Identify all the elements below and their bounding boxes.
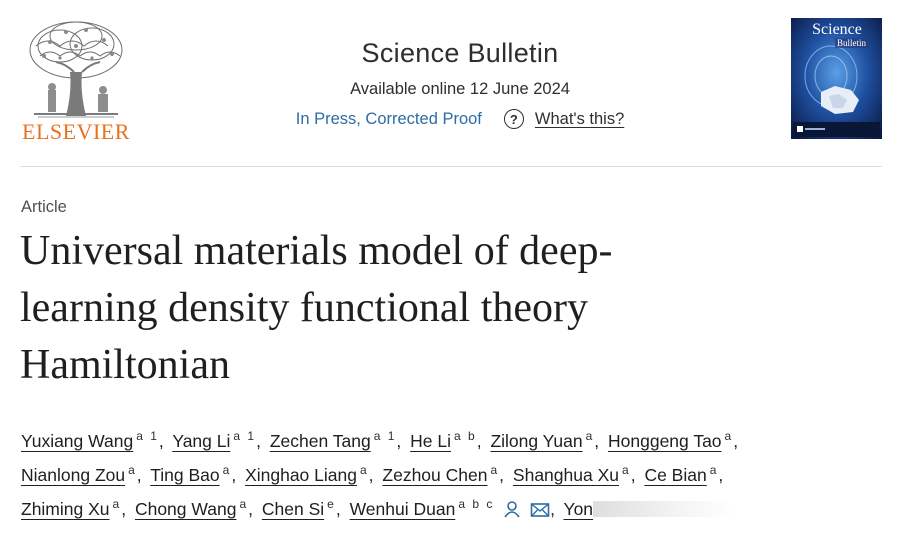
question-circle-icon[interactable]: ? [503,109,524,129]
author-affiliation[interactable]: a [724,429,734,443]
author-link[interactable]: Wenhui Duan [349,499,456,519]
author-line: Zhiming Xu a, Chong Wang a, Chen Si e, Wenh… [21,492,891,526]
author-affiliation[interactable]: a [490,463,500,477]
faded-overflow [593,501,734,517]
publisher-name[interactable]: ELSEVIER [22,119,130,144]
author-list: Yuxiang Wang a 1, Yang Li a 1, Zechen Tang… [21,424,891,526]
author-link[interactable]: Chong Wang [134,499,237,519]
cover-subtitle: Bulletin [835,38,868,48]
author-link[interactable]: Yuxiang Wang [21,431,134,451]
person-icon[interactable] [503,500,521,524]
journal-info: Science Bulletin Available online 12 Jun… [260,38,660,129]
author-affiliation[interactable]: a [128,463,137,477]
author-line: Yuxiang Wang a 1, Yang Li a 1, Zechen Tang… [21,429,739,451]
author-link[interactable]: Ce Bian [644,465,707,485]
article-type-label: Article [21,198,67,216]
author-affiliation[interactable]: a b c [458,497,495,511]
whats-this-link[interactable]: What's this? [534,109,625,128]
author-link[interactable]: Honggeng Tao [608,431,722,451]
mail-icon[interactable] [530,500,550,524]
header-divider [20,166,882,167]
author-link[interactable]: Shanghua Xu [512,465,619,485]
author-link[interactable]: Yon [563,499,594,519]
author-link[interactable]: Zilong Yuan [490,431,583,451]
author-affiliation[interactable]: a 1 [373,429,397,443]
title-line: learning density functional theory [20,285,589,331]
author-link[interactable]: Nianlong Zou [21,465,126,485]
author-affiliation[interactable]: a 1 [233,429,257,443]
author-link[interactable]: He Li [410,431,451,451]
author-affiliation[interactable]: a [709,463,719,477]
elsevier-tree-logo[interactable] [20,16,132,144]
page-header: ELSEVIER Science Bulletin Available onli… [0,0,900,166]
author-affiliation[interactable]: a b [454,429,477,443]
cover-title: Science [812,21,862,38]
author-line: Nianlong Zou a, Ting Bao a, Xinghao Liang a… [21,463,724,485]
author-affiliation[interactable]: a [222,463,232,477]
status-row: In Press, Corrected Proof ? What's this? [260,109,660,129]
author-affiliation[interactable]: a [239,497,249,511]
author-link[interactable]: Xinghao Liang [245,465,357,485]
author-link[interactable]: Zhiming Xu [21,499,110,519]
author-link[interactable]: Zezhou Chen [382,465,488,485]
author-affiliation[interactable]: a 1 [136,429,159,443]
author-link[interactable]: Ting Bao [150,465,220,485]
author-affiliation[interactable]: a [585,429,595,443]
title-line: Universal materials model of deep- [20,228,613,274]
journal-cover-image[interactable]: Science Bulletin [791,18,882,139]
in-press-link[interactable]: In Press, Corrected Proof [295,109,482,128]
journal-title[interactable]: Science Bulletin [361,38,559,68]
author-affiliation[interactable]: e [327,497,336,511]
author-link[interactable]: Yang Li [172,431,231,451]
article-title: Universal materials model of deep- learn… [20,223,780,394]
author-affiliation[interactable]: a [112,497,122,511]
available-online-date: Available online 12 June 2024 [350,80,570,98]
author-affiliation[interactable]: a [622,463,631,477]
author-link[interactable]: Chen Si [261,499,325,519]
author-affiliation[interactable]: a [359,463,369,477]
author-link[interactable]: Zechen Tang [269,431,371,451]
title-line: Hamiltonian [20,342,230,388]
